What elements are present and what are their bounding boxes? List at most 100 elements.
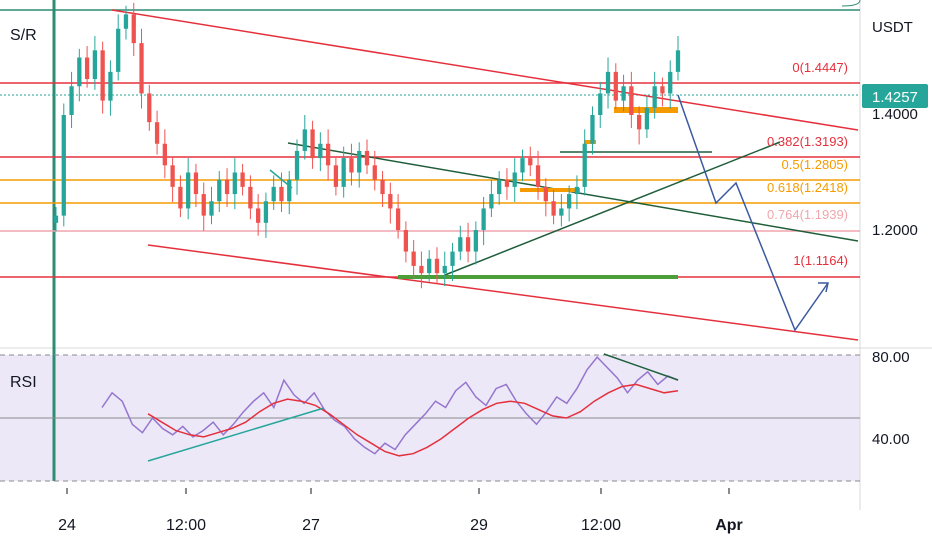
candle-body [636, 115, 642, 130]
rsi-tick-label-80: 80.00 [872, 349, 910, 366]
candle-body [217, 179, 222, 202]
candle-body [271, 186, 276, 202]
candle-body [170, 165, 175, 187]
candle-body [427, 258, 432, 274]
x-tick-label-1200a: 12:00 [166, 517, 206, 534]
channel-upper-line [111, 9, 859, 131]
candlestick-series [53, 2, 681, 289]
candle-body [186, 172, 191, 209]
candle-body [310, 129, 315, 159]
candle-body [567, 194, 572, 209]
candle-body [318, 143, 323, 159]
candle-body [489, 194, 494, 209]
candle-body [69, 86, 74, 115]
x-tick-label-1200b: 12:00 [581, 517, 621, 534]
candle-body [668, 71, 673, 94]
candle-body [131, 14, 136, 44]
time-axis: 24 12:00 27 29 12:00 Apr [58, 488, 743, 534]
candle-body [590, 115, 595, 144]
rsi-moving-average-line [147, 383, 679, 457]
candle-body [201, 194, 206, 216]
candle-body [302, 129, 307, 151]
currency-label: USDT [872, 19, 913, 36]
candle-body [193, 172, 199, 195]
candle-body [574, 186, 580, 195]
candle-body [551, 201, 556, 216]
price-pane-title: S/R [10, 27, 37, 44]
candle-body [613, 71, 618, 101]
candle-body [512, 172, 517, 187]
candle-body [256, 208, 261, 223]
candle-body [357, 150, 362, 173]
candle-body [92, 50, 98, 80]
candle-body [325, 143, 331, 166]
candle-body [341, 158, 346, 187]
candle-body [504, 179, 510, 187]
candle-body [458, 237, 463, 252]
x-tick-label-24: 24 [58, 517, 76, 534]
candle-body [660, 86, 665, 94]
fib-label-0618: 0.618(1.2418) [767, 180, 848, 195]
candle-body [372, 165, 377, 180]
candle-body [419, 265, 424, 274]
candle-body [84, 57, 90, 80]
candle-body [621, 86, 626, 101]
fib-label-1: 1(1.1164) [793, 253, 848, 268]
candle-body [403, 230, 409, 252]
candle-body [497, 179, 502, 195]
fib-label-05: 0.5(1.2805) [782, 157, 849, 172]
projection-arrowhead [818, 282, 829, 293]
ascending-trendline [444, 141, 781, 276]
candle-body [294, 150, 300, 180]
candle-body [520, 158, 525, 173]
candle-body [178, 186, 183, 209]
candle-body [434, 258, 440, 274]
candle-body [240, 172, 245, 187]
candle-body [535, 165, 541, 187]
candle-body [154, 122, 160, 144]
x-tick-label-apr: Apr [715, 517, 743, 534]
candle-body [248, 186, 253, 209]
candle-body [349, 158, 354, 173]
candle-body [528, 158, 533, 166]
candle-body [675, 50, 681, 72]
top-badge-edge [841, 0, 861, 7]
y-tick-label-1-2: 1.2000 [872, 222, 918, 239]
candle-body [364, 150, 370, 166]
current-price-badge [862, 84, 928, 108]
candle-body [442, 265, 447, 274]
candle-body [380, 179, 385, 195]
fib-label-0764: 0.764(1.1939) [767, 207, 848, 222]
x-tick-label-29: 29 [470, 517, 488, 534]
candle-body [147, 93, 152, 123]
candle-body [263, 201, 269, 223]
candle-body [116, 28, 121, 72]
price-pane-background [0, 0, 860, 345]
x-tick-label-27: 27 [302, 517, 320, 534]
candle-body [123, 14, 129, 29]
rsi-trendline-teal [147, 407, 325, 462]
candle-body [162, 143, 167, 166]
candle-body [209, 201, 214, 216]
candle-body [224, 179, 230, 195]
candle-body [582, 143, 587, 187]
candle-body [465, 237, 471, 252]
rsi-trendline-dark [603, 353, 679, 381]
candle-body [559, 208, 564, 216]
projection-path [677, 94, 829, 332]
candle-body [61, 115, 66, 216]
candle-body [395, 208, 401, 230]
rsi-pane-title: RSI [10, 374, 37, 391]
candle-body [108, 71, 113, 101]
candle-body [287, 179, 292, 202]
channel-lower-line [147, 244, 859, 341]
candle-body [481, 208, 486, 230]
rsi-line [101, 355, 679, 455]
fib-label-0382: 0.382(1.3193) [767, 134, 848, 149]
candle-body [77, 57, 82, 87]
y-tick-label-1-4: 1.4000 [872, 106, 918, 123]
candle-body [644, 107, 650, 130]
candle-body [333, 165, 339, 187]
candle-body [139, 43, 144, 94]
